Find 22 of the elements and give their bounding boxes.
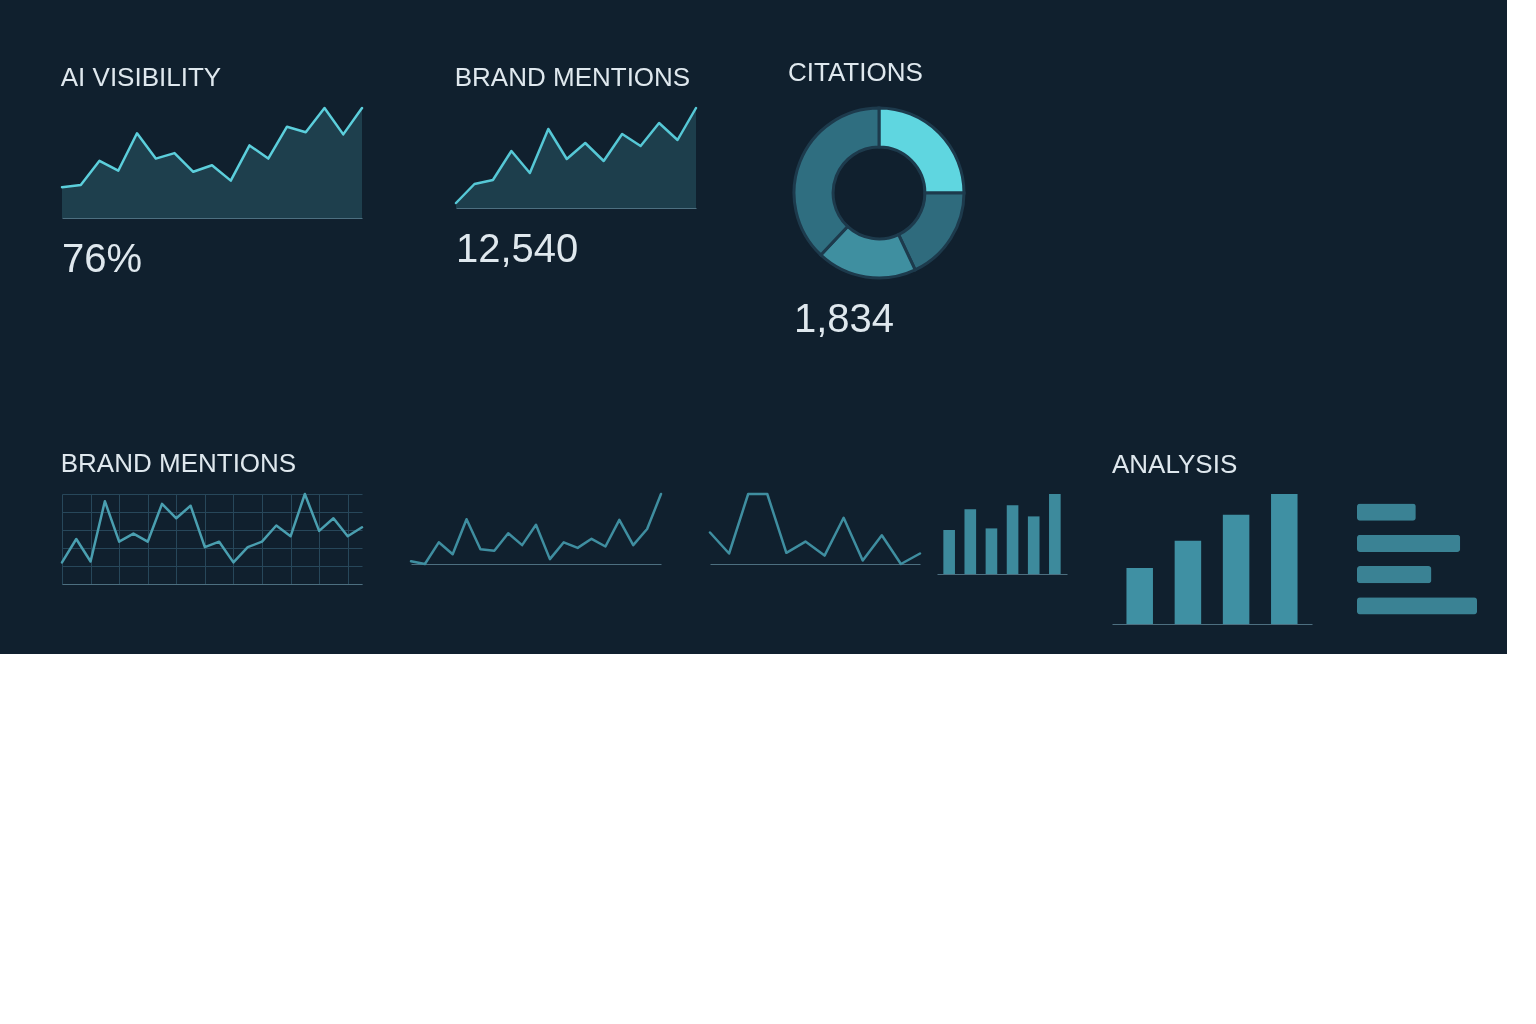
text: 1,834: [794, 296, 895, 340]
chart-title: AI VISIBILITY: [60, 61, 222, 92]
chart-title: BRAND MENTIONS: [60, 447, 297, 478]
bar: [1222, 514, 1250, 624]
bar: [985, 528, 998, 574]
bar: [1049, 494, 1061, 574]
text: 12,540: [456, 226, 579, 270]
bar: [1357, 597, 1477, 615]
bar: [1006, 505, 1019, 574]
bar: [1027, 516, 1040, 574]
chart-title: ANALYSIS: [1112, 449, 1238, 479]
bar: [1126, 568, 1153, 624]
chart-title: CITATIONS: [788, 57, 923, 87]
bar: [943, 530, 955, 574]
bar: [1174, 540, 1202, 624]
bar: [1357, 503, 1416, 521]
chart-title: BRAND MENTIONS: [454, 61, 691, 92]
bar: [1271, 494, 1298, 624]
bar: [1357, 566, 1432, 584]
text: 76%: [62, 236, 143, 280]
bar: [1357, 534, 1461, 552]
bar: [964, 509, 977, 574]
